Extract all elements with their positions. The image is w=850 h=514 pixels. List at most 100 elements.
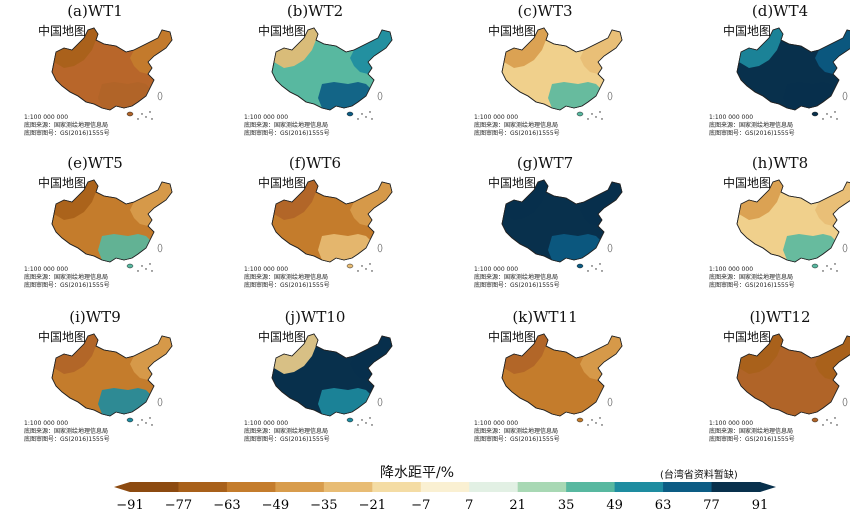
scale-text: 1:100 000 000 [244, 420, 289, 427]
colorbar-tick-label: −21 [359, 498, 386, 513]
map-panel: (l)WT12 中国地图 1:100 000 000 底图来源：国家测绘地理信息… [705, 306, 850, 456]
colorbar-tick-label: −49 [262, 498, 289, 513]
taiwan-island [607, 243, 613, 253]
map-outline [501, 27, 623, 111]
panel-title: (d)WT4 [751, 2, 809, 20]
hainan-island [126, 417, 134, 423]
china-map [736, 179, 850, 272]
panel-title: (c)WT3 [517, 2, 573, 20]
map-number-text: 底图审图号：GS(2016)1555号 [24, 282, 110, 289]
map-region-south [318, 82, 370, 110]
map-outline [501, 333, 623, 417]
map-region-northeast [130, 336, 172, 380]
map-region-northwest [54, 28, 98, 68]
map-outline [271, 27, 393, 111]
map-panel: (e)WT5 中国地图 1:100 000 000 底图来源：国家测绘地理信息局… [20, 152, 225, 302]
map-panel: (j)WT10 中国地图 1:100 000 000 底图来源：国家测绘地理信息… [240, 306, 445, 456]
china-map [501, 179, 623, 272]
source-text: 底图来源：国家测绘地理信息局 [709, 122, 794, 129]
south-china-sea-islands [137, 111, 153, 120]
map-outline [501, 179, 623, 263]
source-text: 底图来源：国家测绘地理信息局 [244, 122, 329, 129]
map-panel: (b)WT2 中国地图 1:100 000 000 底图来源：国家测绘地理信息局… [240, 0, 445, 150]
source-text: 底图来源：国家测绘地理信息局 [474, 428, 559, 435]
colorbar-tick-label: −35 [310, 498, 337, 513]
map-region-northwest [504, 28, 548, 68]
taiwan-island [157, 397, 163, 407]
china-map [736, 333, 850, 426]
colorbar-tick-label: 7 [465, 498, 473, 513]
scale-text: 1:100 000 000 [474, 266, 519, 273]
map-number-text: 底图审图号：GS(2016)1555号 [24, 130, 110, 137]
colorbar-arrow-right [760, 482, 776, 492]
panel-title: (f)WT6 [288, 154, 342, 172]
south-china-sea-islands [137, 263, 153, 272]
colorbar-segment [178, 482, 228, 492]
taiwan-island [157, 243, 163, 253]
map-region-south [783, 234, 835, 262]
scale-text: 1:100 000 000 [474, 114, 519, 121]
scale-text: 1:100 000 000 [709, 114, 754, 121]
hainan-island [126, 111, 134, 117]
taiwan-island [842, 243, 848, 253]
colorbar-tick-label: 63 [655, 498, 672, 513]
map-number-text: 底图审图号：GS(2016)1555号 [244, 436, 330, 443]
map-label: 中国地图 [488, 24, 537, 38]
map-label: 中国地图 [488, 176, 537, 190]
map-region-south [783, 388, 835, 416]
source-text: 底图来源：国家测绘地理信息局 [709, 428, 794, 435]
china-map [51, 27, 173, 120]
colorbar-segment [517, 482, 567, 492]
south-china-sea-islands [357, 263, 373, 272]
colorbar-segment [226, 482, 276, 492]
hainan-island [126, 263, 134, 269]
map-region-south [98, 234, 150, 262]
colorbar-segment [663, 482, 713, 492]
colorbar-arrow-left [114, 482, 130, 492]
china-map [736, 27, 850, 120]
map-region-south [783, 82, 835, 110]
map-label: 中国地图 [258, 176, 307, 190]
panel-title: (k)WT11 [512, 308, 578, 326]
source-text: 底图来源：国家测绘地理信息局 [474, 274, 559, 281]
china-map [271, 179, 393, 272]
map-label: 中国地图 [258, 24, 307, 38]
south-china-sea-islands [587, 111, 603, 120]
map-region-northeast [815, 30, 850, 74]
colorbar-segment [275, 482, 325, 492]
colorbar-tick-label: −77 [165, 498, 192, 513]
south-china-sea-islands [587, 417, 603, 426]
china-map [271, 333, 393, 426]
map-region-northwest [274, 180, 318, 220]
taiwan-island [157, 91, 163, 101]
hainan-island [811, 263, 819, 269]
map-region-northeast [130, 30, 172, 74]
map-outline [736, 179, 850, 263]
map-number-text: 底图审图号：GS(2016)1555号 [709, 130, 795, 137]
hainan-island [576, 417, 584, 423]
map-region-northwest [54, 334, 98, 374]
hainan-island [346, 111, 354, 117]
map-number-text: 底图审图号：GS(2016)1555号 [709, 282, 795, 289]
map-panel: (c)WT3 中国地图 1:100 000 000 底图来源：国家测绘地理信息局… [470, 0, 675, 150]
colorbar-segment [614, 482, 664, 492]
colorbar-tick-label: 35 [558, 498, 575, 513]
colorbar-tick-label: −7 [411, 498, 430, 513]
hainan-island [576, 111, 584, 117]
colorbar-title: 降水距平/% [380, 465, 455, 481]
map-number-text: 底图审图号：GS(2016)1555号 [474, 282, 560, 289]
south-china-sea-islands [137, 417, 153, 426]
map-label: 中国地图 [488, 330, 537, 344]
south-china-sea-islands [822, 111, 838, 120]
source-text: 底图来源：国家测绘地理信息局 [24, 274, 109, 281]
map-region-south [548, 234, 600, 262]
map-number-text: 底图审图号：GS(2016)1555号 [24, 436, 110, 443]
map-outline [271, 179, 393, 263]
map-region-northeast [580, 30, 622, 74]
taiwan-island [377, 397, 383, 407]
map-label: 中国地图 [258, 330, 307, 344]
map-panel: (h)WT8 中国地图 1:100 000 000 底图来源：国家测绘地理信息局… [705, 152, 850, 302]
south-china-sea-islands [587, 263, 603, 272]
map-label: 中国地图 [723, 24, 772, 38]
panel-title: (b)WT2 [286, 2, 344, 20]
